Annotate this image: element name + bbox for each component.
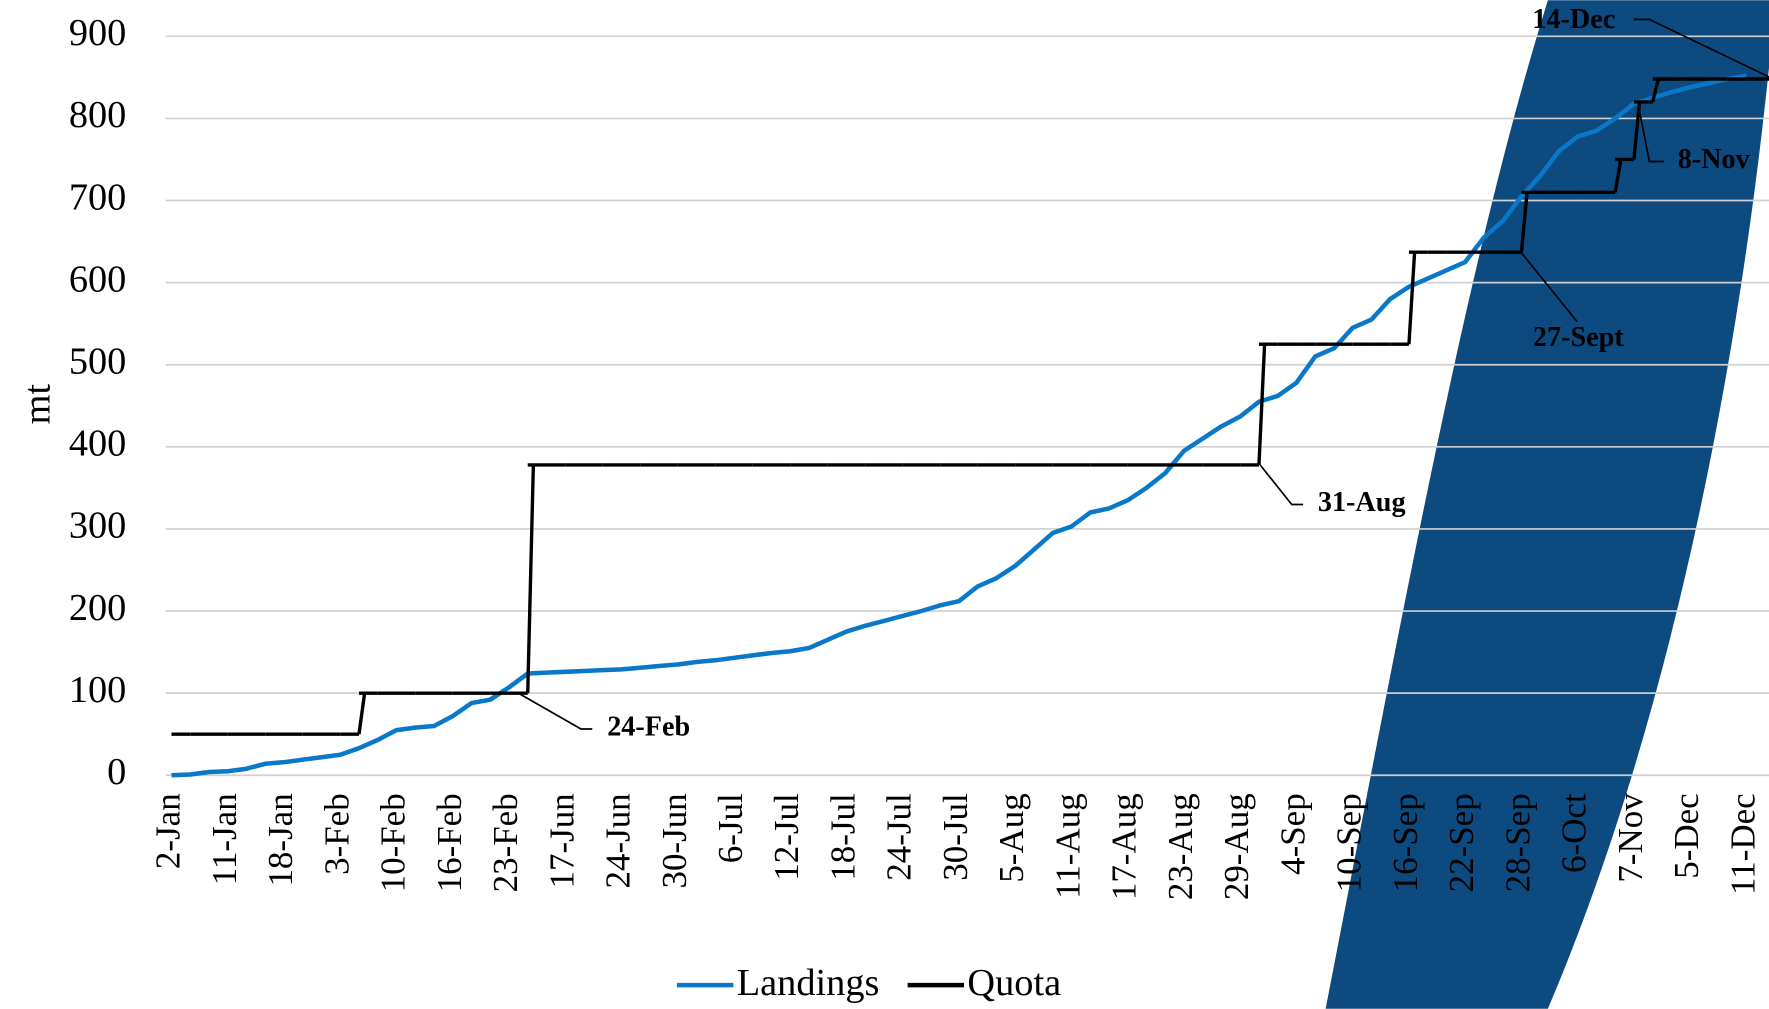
x-tick-label: 23-Feb bbox=[486, 793, 525, 892]
x-tick-label: 3-Feb bbox=[317, 793, 356, 875]
x-tick-label: 17-Aug bbox=[1105, 793, 1144, 900]
y-tick-label: 500 bbox=[69, 341, 127, 383]
x-tick-label: 12-Jul bbox=[767, 793, 806, 881]
x-tick-label: 11-Dec bbox=[1723, 793, 1762, 895]
x-tick-label: 16-Sep bbox=[1386, 793, 1425, 892]
annotation: 24-Feb bbox=[607, 711, 690, 742]
y-tick-label: 300 bbox=[69, 505, 127, 547]
x-tick-label: 30-Jun bbox=[655, 793, 694, 888]
annotation-leader bbox=[517, 692, 593, 730]
x-tick-label: 2-Jan bbox=[149, 793, 188, 869]
y-tick-label: 200 bbox=[69, 587, 127, 629]
y-tick-label: 600 bbox=[69, 258, 127, 300]
annotation: 31-Aug bbox=[1318, 487, 1406, 518]
y-tick-label: 100 bbox=[69, 669, 127, 711]
y-tick-label: 700 bbox=[69, 176, 127, 218]
annotation-leader bbox=[1633, 18, 1769, 78]
x-tick-label: 18-Jul bbox=[823, 793, 862, 881]
x-tick-label: 29-Aug bbox=[1217, 793, 1256, 900]
x-tick-label: 5-Dec bbox=[1667, 793, 1706, 878]
x-tick-label: 18-Jan bbox=[261, 793, 300, 886]
x-tick-label: 10-Sep bbox=[1330, 793, 1369, 892]
annotation-leader bbox=[1259, 464, 1304, 506]
legend-label: Quota bbox=[967, 962, 1061, 1004]
x-tick-label: 10-Feb bbox=[374, 793, 413, 892]
step-riser bbox=[1407, 252, 1417, 345]
x-tick-label: 5-Aug bbox=[992, 793, 1031, 882]
step-riser bbox=[526, 464, 536, 694]
x-tick-label: 4-Sep bbox=[1273, 793, 1312, 875]
x-tick-label: 6-Oct bbox=[1555, 793, 1594, 873]
x-tick-label: 23-Aug bbox=[1161, 793, 1200, 900]
x-tick-label: 7-Nov bbox=[1611, 793, 1650, 883]
x-tick-label: 30-Jul bbox=[936, 793, 975, 881]
annotation: 8-Nov bbox=[1678, 144, 1751, 175]
x-tick-label: 6-Jul bbox=[711, 793, 750, 863]
x-tick-label: 11-Jan bbox=[205, 793, 244, 885]
logo-swoosh bbox=[1325, 0, 1769, 1009]
x-tick-label: 17-Jun bbox=[542, 793, 581, 888]
step-riser bbox=[1613, 159, 1623, 193]
annotation: 27-Sept bbox=[1533, 322, 1624, 353]
annotation: 14-Dec bbox=[1532, 4, 1615, 35]
step-riser bbox=[1519, 192, 1529, 253]
y-tick-label: 900 bbox=[69, 12, 127, 54]
x-tick-label: 16-Feb bbox=[430, 793, 469, 892]
y-tick-label: 0 bbox=[107, 751, 126, 793]
step-riser bbox=[1651, 78, 1660, 103]
y-axis-label: mt bbox=[16, 384, 58, 425]
landings-line bbox=[171, 73, 1747, 778]
annotation-leader bbox=[1519, 250, 1578, 323]
annotation-leader bbox=[1637, 103, 1665, 163]
x-tick-label: 28-Sep bbox=[1498, 793, 1537, 892]
x-tick-label: 24-Jul bbox=[880, 793, 919, 881]
y-tick-label: 400 bbox=[69, 423, 127, 465]
y-tick-label: 800 bbox=[69, 94, 127, 136]
x-tick-label: 22-Sep bbox=[1442, 793, 1481, 892]
step-riser bbox=[1257, 344, 1267, 465]
x-tick-label: 24-Jun bbox=[599, 793, 638, 888]
step-riser bbox=[357, 692, 367, 735]
x-tick-label: 11-Aug bbox=[1048, 793, 1087, 899]
step-riser bbox=[1632, 101, 1642, 160]
legend-label: Landings bbox=[737, 962, 880, 1004]
